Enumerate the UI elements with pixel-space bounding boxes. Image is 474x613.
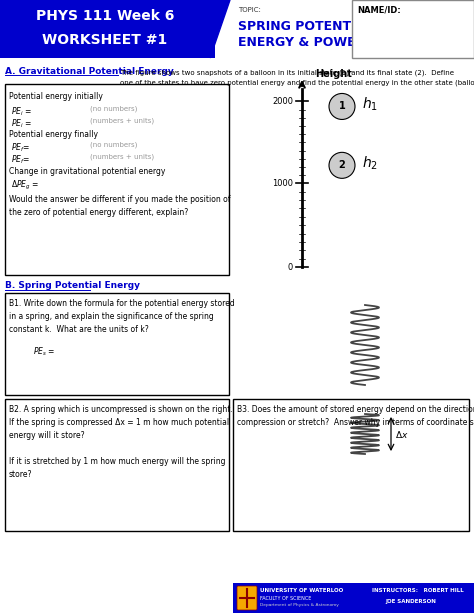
Text: $\Delta PE_g$ =: $\Delta PE_g$ =	[11, 179, 39, 192]
Text: If it is stretched by 1 m how much energy will the spring
store?: If it is stretched by 1 m how much energ…	[9, 457, 226, 479]
Text: TOPIC:: TOPIC:	[238, 7, 261, 13]
FancyBboxPatch shape	[237, 586, 257, 610]
Text: (no numbers): (no numbers)	[90, 142, 137, 148]
Text: $\Delta x$: $\Delta x$	[395, 428, 409, 440]
Text: WORKSHEET #1: WORKSHEET #1	[42, 33, 168, 47]
Text: $PE_i$ =: $PE_i$ =	[11, 117, 32, 129]
Text: B2. A spring which is uncompressed is shown on the right.
If the spring is compr: B2. A spring which is uncompressed is sh…	[9, 405, 233, 440]
Text: $h_1$: $h_1$	[362, 96, 378, 113]
Text: PHYS 111 Week 6: PHYS 111 Week 6	[36, 9, 174, 23]
Text: FACULTY OF SCIENCE: FACULTY OF SCIENCE	[260, 595, 311, 601]
Text: A. Gravitational Potential Energy: A. Gravitational Potential Energy	[5, 66, 174, 75]
Text: $PE_i$ =: $PE_i$ =	[11, 105, 32, 118]
Text: Potential energy initially: Potential energy initially	[9, 92, 103, 101]
Text: B1. Write down the formula for the potential energy stored
in a spring, and expl: B1. Write down the formula for the poten…	[9, 299, 235, 335]
Text: JOE SANDERSON: JOE SANDERSON	[385, 600, 436, 604]
Text: INSTRUCTORS:   ROBERT HILL: INSTRUCTORS: ROBERT HILL	[372, 588, 464, 593]
Circle shape	[329, 153, 355, 178]
FancyBboxPatch shape	[5, 84, 229, 275]
Text: $h_2$: $h_2$	[362, 154, 378, 172]
FancyBboxPatch shape	[5, 293, 229, 395]
Text: SPRING POTENTIAL: SPRING POTENTIAL	[238, 20, 373, 32]
Text: $PE_f$=: $PE_f$=	[11, 154, 30, 167]
Circle shape	[329, 93, 355, 120]
Text: Department of Physics & Astronomy: Department of Physics & Astronomy	[260, 603, 339, 607]
Text: (numbers + units): (numbers + units)	[90, 154, 154, 161]
Text: 0: 0	[288, 262, 293, 272]
FancyBboxPatch shape	[5, 399, 229, 531]
FancyBboxPatch shape	[352, 0, 474, 58]
Text: B3. Does the amount of stored energy depend on the direction of
compression or s: B3. Does the amount of stored energy dep…	[237, 405, 474, 427]
Text: ENERGY & POWER: ENERGY & POWER	[238, 36, 365, 48]
Text: The figure shows two snapshots of a balloon in its initial state (1) and its fin: The figure shows two snapshots of a ball…	[120, 70, 474, 85]
Text: 1: 1	[338, 102, 346, 112]
Polygon shape	[210, 0, 230, 58]
Text: $PE_f$=: $PE_f$=	[11, 142, 30, 154]
Text: NAME/ID:: NAME/ID:	[357, 6, 401, 15]
Text: UNIVERSITY OF WATERLOO: UNIVERSITY OF WATERLOO	[260, 587, 343, 593]
Text: $PE_s$ =: $PE_s$ =	[33, 345, 55, 357]
Text: 2: 2	[338, 161, 346, 170]
Text: Height: Height	[316, 69, 353, 79]
FancyBboxPatch shape	[233, 583, 474, 613]
Text: (numbers + units): (numbers + units)	[90, 117, 154, 123]
Text: 1000: 1000	[272, 179, 293, 188]
Text: (no numbers): (no numbers)	[90, 105, 137, 112]
FancyBboxPatch shape	[0, 0, 215, 58]
FancyBboxPatch shape	[233, 399, 469, 531]
Text: 2000: 2000	[272, 97, 293, 106]
Text: Change in gravitational potential energy: Change in gravitational potential energy	[9, 167, 165, 176]
Text: B. Spring Potential Energy: B. Spring Potential Energy	[5, 281, 140, 291]
Text: Would the answer be different if you made the position of
the zero of potential : Would the answer be different if you mad…	[9, 195, 230, 217]
Text: Potential energy finally: Potential energy finally	[9, 130, 98, 139]
